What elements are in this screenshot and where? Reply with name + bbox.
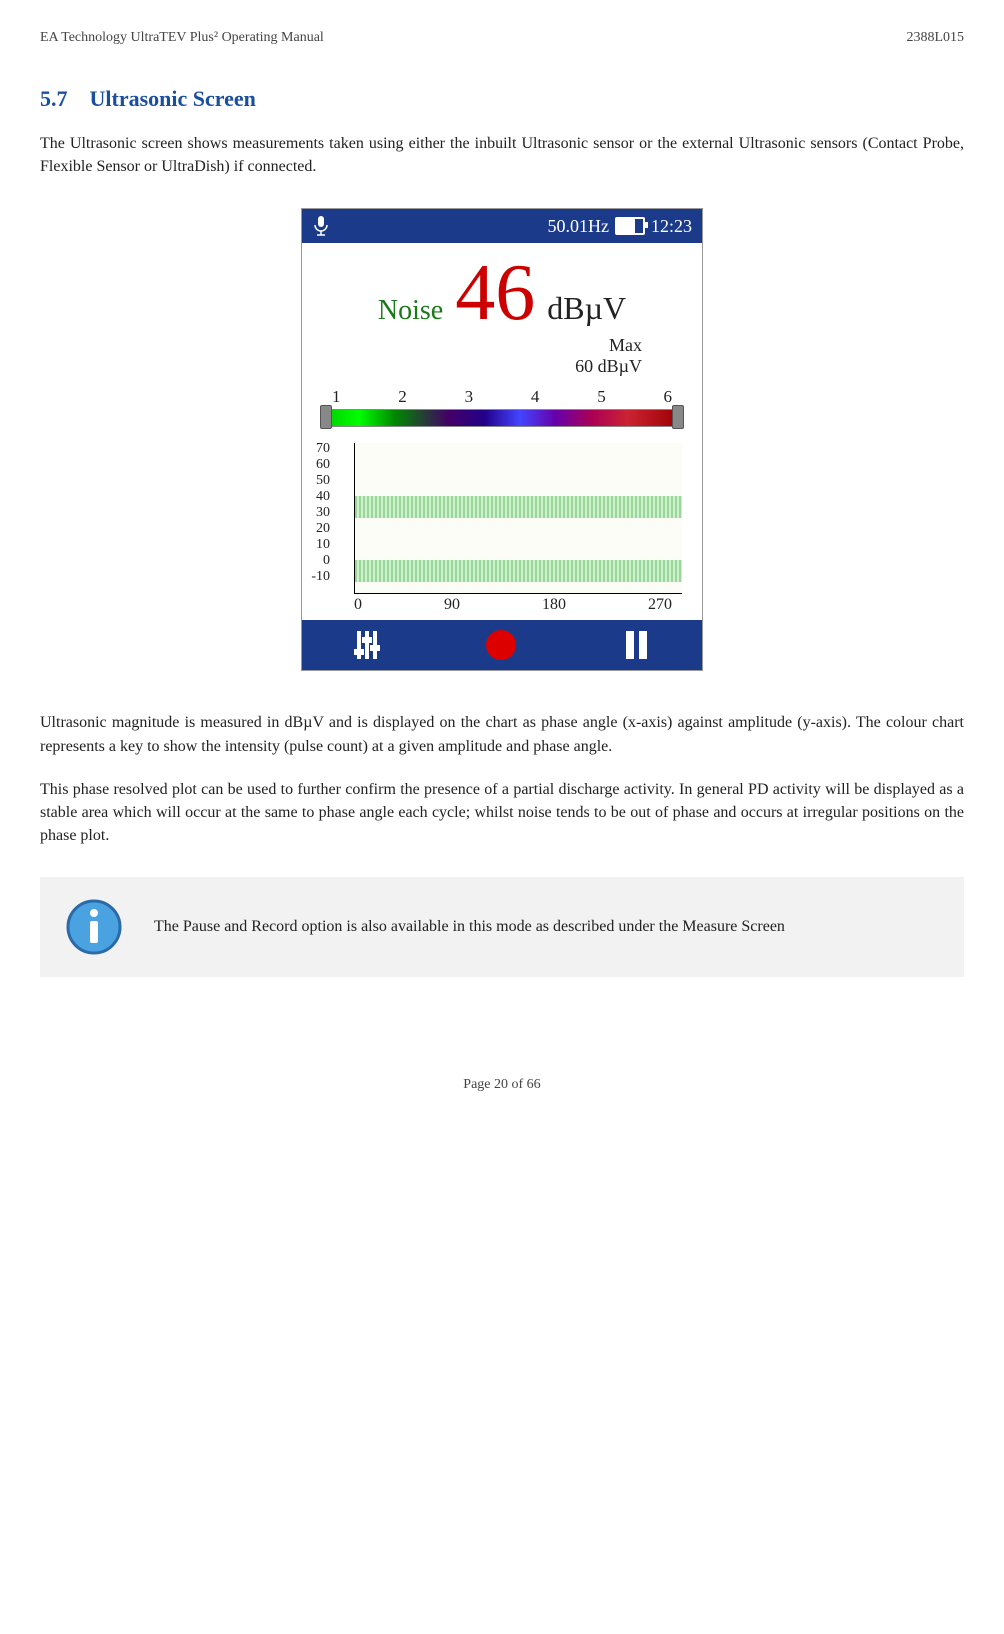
x-tick: 180 (542, 596, 566, 614)
paragraph-2: Ultrasonic magnitude is measured in dBµV… (40, 711, 964, 757)
battery-icon (615, 217, 645, 235)
microphone-icon (312, 215, 330, 237)
slider-tick: 2 (398, 387, 407, 407)
paragraph-3: This phase resolved plot can be used to … (40, 778, 964, 848)
chart-x-axis: 0 90 180 270 (354, 594, 682, 614)
status-frequency: 50.01Hz (547, 216, 609, 237)
y-tick: 20 (306, 521, 330, 537)
noise-band (355, 560, 682, 582)
y-tick: 60 (306, 457, 330, 473)
section-heading: 5.7 Ultrasonic Screen (40, 86, 964, 112)
y-tick: -10 (306, 569, 330, 585)
phase-chart: 70 60 50 40 30 20 10 0 -10 0 90 180 270 (302, 433, 702, 620)
noise-band (355, 496, 682, 518)
slider-handle-left[interactable] (320, 405, 332, 429)
page-footer: Page 20 of 66 (40, 1077, 964, 1093)
status-time: 12:23 (651, 216, 692, 237)
reading-area: Noise 46 dBµV Max 60 dBµV (302, 243, 702, 377)
bottom-toolbar (302, 620, 702, 670)
max-value: 60 dBµV (322, 356, 682, 377)
max-label: Max (322, 335, 682, 356)
x-tick: 90 (444, 596, 460, 614)
y-tick: 40 (306, 489, 330, 505)
info-text: The Pause and Record option is also avai… (154, 916, 785, 938)
slider-tick: 5 (597, 387, 606, 407)
reading-value: 46 (455, 253, 535, 333)
section-title-text: Ultrasonic Screen (90, 86, 256, 111)
slider-tick: 4 (531, 387, 540, 407)
slider-tick: 1 (332, 387, 341, 407)
section-number: 5.7 (40, 86, 68, 111)
noise-label: Noise (378, 295, 443, 327)
y-tick: 50 (306, 473, 330, 489)
record-button[interactable] (486, 630, 516, 660)
x-tick: 270 (648, 596, 672, 614)
reading-unit: dBµV (547, 290, 626, 327)
chart-y-axis: 70 60 50 40 30 20 10 0 -10 (306, 441, 330, 585)
chart-plot-area (354, 443, 682, 594)
gradient-bar (322, 409, 682, 427)
y-tick: 70 (306, 441, 330, 457)
header-left: EA Technology UltraTEV Plus² Operating M… (40, 30, 324, 46)
info-icon (64, 897, 124, 957)
header-right: 2388L015 (906, 30, 964, 46)
slider-tick: 6 (663, 387, 672, 407)
page-header: EA Technology UltraTEV Plus² Operating M… (40, 30, 964, 46)
slider-tick: 3 (465, 387, 474, 407)
y-tick: 10 (306, 537, 330, 553)
y-tick: 30 (306, 505, 330, 521)
slider-handle-right[interactable] (672, 405, 684, 429)
pause-button[interactable] (626, 631, 647, 659)
settings-sliders-icon[interactable] (357, 631, 377, 659)
intensity-slider[interactable]: 1 2 3 4 5 6 (302, 387, 702, 433)
slider-ticks: 1 2 3 4 5 6 (322, 387, 682, 407)
status-bar: 50.01Hz 12:23 (302, 209, 702, 243)
y-tick: 0 (306, 553, 330, 569)
device-screenshot: 50.01Hz 12:23 Noise 46 dBµV Max 60 dBµV … (301, 208, 703, 671)
info-callout: The Pause and Record option is also avai… (40, 877, 964, 977)
paragraph-intro: The Ultrasonic screen shows measurements… (40, 132, 964, 178)
x-tick: 0 (354, 596, 362, 614)
